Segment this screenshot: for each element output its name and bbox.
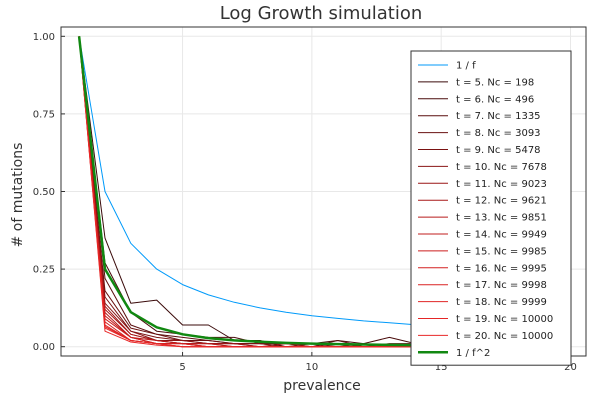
legend-label: t = 12. Nc = 9621 (456, 196, 547, 207)
x-tick-label: 15 (435, 362, 448, 373)
legend-label: t = 14. Nc = 9949 (456, 230, 547, 241)
legend-label: t = 9. Nc = 5478 (456, 145, 541, 156)
legend-label: t = 20. Nc = 10000 (456, 331, 553, 342)
x-tick-label: 20 (564, 362, 577, 373)
x-tick-label: 10 (305, 362, 318, 373)
legend-label: t = 11. Nc = 9023 (456, 179, 547, 190)
legend: 1 / f t = 5. Nc = 198 t = 6. Nc = 496 t = 7… (410, 50, 572, 366)
legend-label: t = 5. Nc = 198 (456, 77, 534, 88)
legend-label: t = 19. Nc = 10000 (456, 314, 553, 325)
legend-label: t = 6. Nc = 496 (456, 94, 534, 105)
y-tick-label: 0.00 (33, 342, 55, 353)
axis-ticks: 5 10 15 20 0.00 0.25 0.50 0.75 1.00 (33, 32, 577, 373)
y-tick-label: 0.75 (33, 109, 55, 120)
legend-label: t = 15. Nc = 9985 (456, 246, 547, 257)
legend-label: 1 / f (456, 61, 476, 72)
legend-box (410, 50, 572, 366)
legend-label: t = 17. Nc = 9998 (456, 280, 547, 291)
y-axis-label: # of mutations (10, 143, 26, 248)
legend-label: t = 10. Nc = 7678 (456, 162, 547, 173)
x-tick-label: 5 (179, 362, 185, 373)
legend-label: t = 18. Nc = 9999 (456, 297, 547, 308)
legend-label: t = 7. Nc = 1335 (456, 111, 541, 122)
legend-label: 1 / f^2 (456, 348, 490, 359)
x-axis-label: prevalence (283, 378, 361, 394)
legend-label: t = 8. Nc = 3093 (456, 128, 541, 139)
y-tick-label: 0.25 (33, 265, 55, 276)
legend-label: t = 16. Nc = 9995 (456, 263, 547, 274)
legend-label: t = 13. Nc = 9851 (456, 213, 547, 224)
legend-items: 1 / f t = 5. Nc = 198 t = 6. Nc = 496 t = 7… (418, 61, 553, 359)
y-tick-label: 0.50 (33, 187, 55, 198)
y-tick-label: 1.00 (33, 32, 55, 43)
chart-title: Log Growth simulation (220, 3, 423, 24)
